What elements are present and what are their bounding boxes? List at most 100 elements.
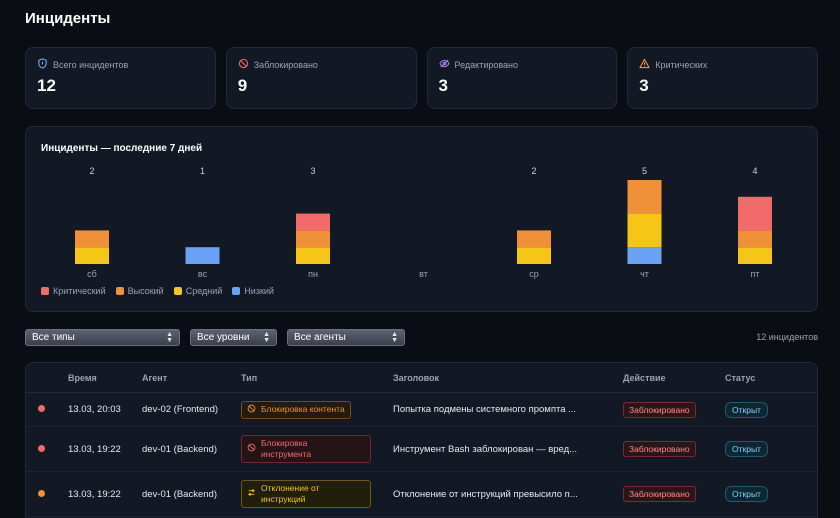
- select-arrows-icon: ▲ ▼: [391, 330, 398, 344]
- severity-dot: [38, 444, 45, 452]
- header-action: Действие: [623, 372, 666, 383]
- header-type: Тип: [241, 372, 258, 383]
- row-time: 13.03, 19:22: [68, 443, 121, 455]
- bar-total-label: 4: [752, 166, 757, 176]
- bar-segment-ср: [517, 230, 551, 248]
- type-tag-label: Блокировка инструмента: [261, 438, 312, 459]
- block-icon: [247, 404, 256, 416]
- type-filter-select[interactable]: Все типы ▲ ▼: [25, 329, 180, 346]
- stat-label: Критических: [655, 59, 708, 70]
- bar-segment-пт: [738, 196, 772, 231]
- bar-total-label: 2: [531, 166, 536, 176]
- incidents-chart: 2 сб 1 вс 3 пн вт 2 ср 5 чт 4 пт: [75, 166, 772, 279]
- header-status: Статус: [725, 372, 756, 383]
- stat-label: Редактировано: [454, 59, 519, 70]
- stats-row: Всего инцидентов 12 Заблокировано 9 Реда…: [25, 47, 818, 109]
- legend-label: Средний: [185, 286, 223, 296]
- swap-icon: [247, 488, 256, 500]
- chart-title: Инциденты — последние 7 дней: [41, 143, 203, 154]
- bar-segment-чт: [627, 247, 662, 264]
- row-title: Попытка подмены системного промпта ...: [393, 404, 577, 415]
- bar-segment-чт: [627, 213, 662, 248]
- type-tag: Отклонение от инструкций: [241, 480, 371, 508]
- block-icon: [247, 443, 256, 455]
- header-agent: Агент: [142, 372, 168, 383]
- bar-segment-ср: [517, 247, 551, 264]
- stat-card-blocked: Заблокировано 9: [225, 47, 417, 109]
- row-title: Инструмент Bash заблокирован — вред...: [393, 443, 578, 455]
- status-badge: Открыт: [725, 401, 768, 418]
- x-tick-label: сб: [87, 269, 97, 279]
- agent-filter-select[interactable]: Все агенты ▲ ▼: [287, 329, 405, 346]
- bar-segment-пт: [738, 230, 772, 248]
- bar-segment-пн: [296, 213, 330, 231]
- bar-segment-вс: [185, 247, 220, 264]
- legend-item-low: Низкий: [232, 286, 274, 296]
- bar-segment-чт: [627, 180, 662, 214]
- severity-dot: [38, 489, 45, 497]
- stat-value: 3: [438, 76, 448, 95]
- header-time: Время: [68, 372, 97, 383]
- table-row[interactable]: 13.03, 19:22 dev-01 (Backend) Блокировка…: [26, 427, 817, 472]
- stat-card-critical: Критических 3: [627, 47, 818, 109]
- eye-off-icon: [438, 58, 450, 71]
- bar-total-label: 5: [642, 166, 647, 176]
- incidents-chart-panel: Инциденты — последние 7 дней 2 сб 1 вс 3 пн вт…: [25, 126, 818, 312]
- select-arrows-icon: ▲ ▼: [166, 330, 173, 344]
- type-tag: Блокировка контента: [241, 400, 351, 419]
- legend-swatch: [232, 287, 241, 295]
- bar-total-label: 3: [310, 166, 315, 176]
- level-filter-select[interactable]: Все уровни ▲ ▼: [190, 329, 277, 346]
- x-tick-label: пн: [308, 269, 318, 279]
- incidents-count: 12 инцидентов: [756, 332, 818, 342]
- stat-value: 3: [639, 76, 649, 95]
- row-agent: dev-01 (Backend): [142, 488, 217, 500]
- row-agent: dev-01 (Backend): [142, 443, 217, 455]
- type-tag-label: Отклонение от инструкций: [261, 483, 320, 504]
- stat-card-total: Всего инцидентов 12: [25, 47, 216, 109]
- table-row[interactable]: 13.03, 20:03 dev-02 (Frontend) Блокировк…: [26, 393, 817, 427]
- stat-card-redacted: Редактировано 3: [426, 47, 618, 109]
- type-tag-label: Блокировка контента: [261, 404, 345, 414]
- legend-label: Низкий: [244, 286, 274, 296]
- status-badge: Открыт: [725, 441, 768, 457]
- select-arrows-icon: ▲ ▼: [263, 330, 270, 344]
- stat-label: Всего инцидентов: [53, 59, 129, 70]
- chart-legend: Критический Высокий Средний Низкий: [41, 286, 274, 296]
- table-row[interactable]: 13.03, 19:22 dev-01 (Backend) Отклонение…: [26, 472, 817, 517]
- level-filter-value: Все уровни: [197, 332, 250, 343]
- action-badge: Заблокировано: [623, 401, 696, 418]
- row-time: 13.03, 20:03: [68, 404, 121, 415]
- x-tick-label: вс: [198, 269, 208, 279]
- row-title: Отклонение от инструкций превысило п...: [393, 488, 578, 500]
- legend-label: Критический: [53, 286, 106, 296]
- severity-dot: [38, 405, 45, 412]
- legend-label: Высокий: [127, 286, 164, 296]
- x-tick-label: вт: [419, 269, 428, 279]
- legend-swatch: [173, 287, 182, 295]
- stat-value: 12: [37, 76, 56, 95]
- warning-icon: [639, 58, 650, 71]
- action-badge: Заблокировано: [623, 441, 696, 457]
- table-header: Время Агент Тип Заголовок Действие Стату…: [26, 363, 817, 393]
- row-time: 13.03, 19:22: [68, 488, 121, 500]
- agent-filter-value: Все агенты: [294, 332, 346, 343]
- legend-item-critical: Критический: [41, 286, 106, 296]
- legend-swatch: [115, 287, 124, 295]
- bar-segment-сб: [75, 247, 109, 264]
- page-title: Инциденты: [25, 10, 111, 27]
- bar-segment-пн: [296, 247, 330, 264]
- bar-segment-пт: [738, 247, 772, 264]
- shield-icon: [37, 58, 48, 71]
- type-filter-value: Все типы: [32, 332, 75, 343]
- stat-label: Заблокировано: [253, 59, 318, 70]
- action-badge: Заблокировано: [623, 486, 696, 502]
- header-title: Заголовок: [393, 372, 440, 383]
- filters-bar: Все типы ▲ ▼ Все уровни ▲ ▼ Все агенты ▲ ▼: [25, 329, 405, 346]
- bar-total-label: 2: [89, 166, 94, 176]
- bar-total-label: 1: [200, 166, 205, 176]
- status-badge: Открыт: [725, 486, 768, 502]
- legend-item-high: Высокий: [115, 286, 164, 296]
- x-tick-label: пт: [751, 269, 760, 279]
- type-tag: Блокировка инструмента: [241, 435, 371, 463]
